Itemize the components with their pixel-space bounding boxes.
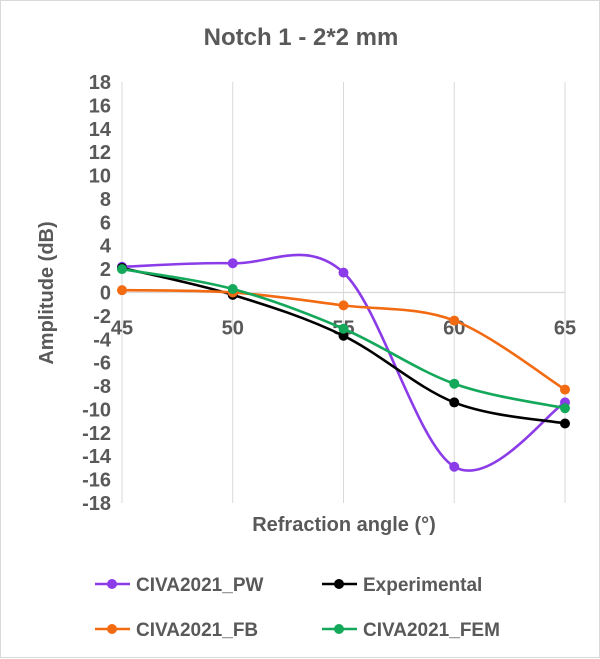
legend-label: CIVA2021_PW	[136, 575, 263, 596]
legend-marker	[107, 624, 117, 634]
data-point-civa2021-pw	[449, 461, 460, 472]
chart-title: Notch 1 - 2*2 mm	[204, 24, 399, 51]
data-point-civa2021-fem	[227, 283, 238, 294]
y-tick-label: 10	[89, 166, 111, 188]
data-point-civa2021-fem	[560, 403, 570, 414]
legend-entry-experimental: Experimental	[322, 575, 482, 596]
legend-marker	[107, 579, 117, 589]
y-tick-label: -6	[93, 353, 111, 375]
x-tick-label: 50	[222, 318, 244, 340]
y-tick-label: 8	[100, 189, 111, 211]
data-point-civa2021-fem	[338, 323, 349, 334]
y-tick-label: 4	[100, 236, 112, 258]
data-point-experimental	[449, 397, 460, 408]
data-point-civa2021-fem	[117, 264, 127, 275]
data-point-civa2021-fb	[117, 285, 127, 296]
y-tick-label: -16	[82, 470, 111, 492]
x-tick-label: 45	[111, 318, 133, 340]
data-point-civa2021-fb	[449, 315, 460, 326]
series-points	[117, 258, 570, 472]
series-line-civa2021-pw	[121, 253, 566, 472]
y-tick-label: 16	[89, 95, 111, 117]
y-tick-label: 0	[100, 283, 111, 305]
y-tick-label: -2	[93, 306, 111, 328]
data-point-experimental	[560, 418, 570, 429]
y-tick-label: -4	[93, 329, 112, 351]
y-tick-label: -18	[82, 493, 111, 515]
data-point-experimental	[338, 330, 349, 341]
y-tick-label: -12	[82, 423, 111, 445]
y-tick-label: -8	[93, 376, 111, 398]
y-tick-label: 2	[100, 259, 111, 281]
legend-marker	[334, 624, 344, 634]
legend-entry-civa2021-fem: CIVA2021_FEM	[322, 620, 500, 641]
legend-label: CIVA2021_FB	[136, 620, 258, 641]
legend-label: Experimental	[363, 575, 482, 596]
y-tick-label: 12	[89, 142, 111, 164]
y-tick-label: 14	[89, 119, 112, 141]
legend-label: CIVA2021_FEM	[363, 620, 500, 641]
y-axis-title: Amplitude (dB)	[36, 221, 58, 364]
y-tick-label: 18	[89, 72, 111, 94]
x-axis-title: Refraction angle (°)	[252, 514, 436, 536]
y-tick-label: -10	[82, 399, 111, 421]
data-point-civa2021-fb	[560, 384, 570, 395]
x-tick-labels: 4550556065	[111, 318, 576, 340]
data-point-civa2021-fem	[449, 378, 460, 389]
data-point-civa2021-pw	[227, 258, 238, 269]
data-point-civa2021-fb	[338, 300, 349, 311]
legend-entry-civa2021-pw: CIVA2021_PW	[95, 575, 263, 596]
y-tick-label: 6	[100, 212, 111, 234]
data-point-civa2021-pw	[338, 267, 349, 278]
y-tick-label: -14	[82, 446, 112, 468]
legend-entry-civa2021-fb: CIVA2021_FB	[95, 620, 258, 641]
legend: CIVA2021_PW Experimental CIVA2021_FB CIVA20…	[95, 575, 500, 641]
x-tick-label: 65	[554, 318, 576, 340]
legend-marker	[334, 579, 344, 589]
